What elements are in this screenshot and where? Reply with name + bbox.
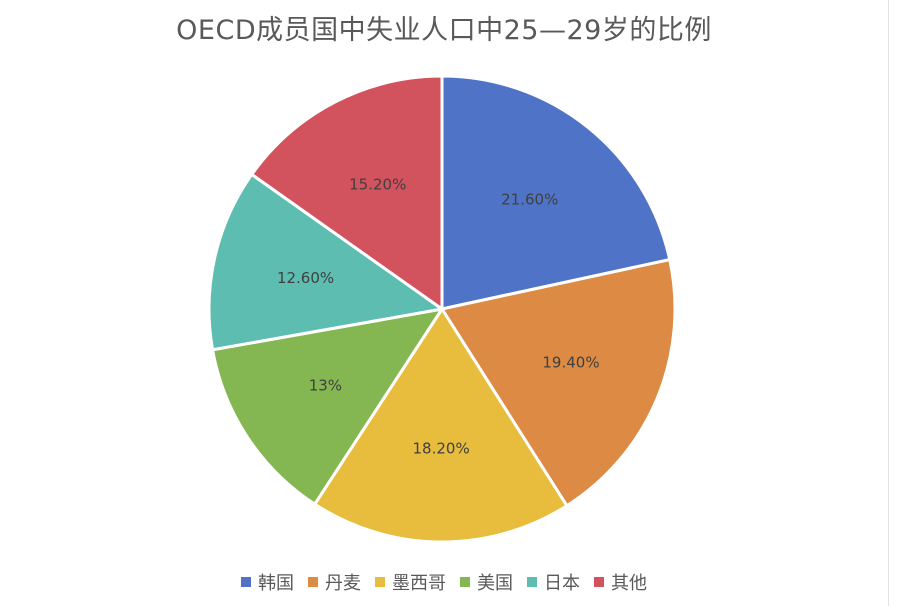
legend-swatch xyxy=(594,577,604,587)
legend-item-其他: 其他 xyxy=(594,569,647,595)
legend-item-墨西哥: 墨西哥 xyxy=(375,569,446,595)
legend-label: 美国 xyxy=(477,573,513,594)
legend-item-丹麦: 丹麦 xyxy=(308,569,361,595)
legend-label: 墨西哥 xyxy=(392,573,446,594)
pie-slice-丹麦 xyxy=(439,257,677,508)
legend-label: 其他 xyxy=(611,573,647,594)
chart-legend: 韩国 丹麦 墨西哥 美国 日本 其他 xyxy=(0,569,888,595)
data-label-其他: 15.20% xyxy=(349,175,406,193)
pie-slice-其他 xyxy=(249,74,444,312)
legend-swatch xyxy=(375,577,385,587)
pie-chart: 21.60% 19.40% 18.20% 13% 12.60% 15.20% xyxy=(207,74,677,544)
legend-item-日本: 日本 xyxy=(527,569,580,595)
frame-edge xyxy=(888,0,889,606)
pie-slice-日本 xyxy=(207,172,446,352)
data-label-美国: 13% xyxy=(309,377,342,395)
data-label-丹麦: 19.40% xyxy=(542,353,599,371)
legend-label: 丹麦 xyxy=(325,573,361,594)
pie-slice-美国 xyxy=(210,306,446,507)
pie-slice-韩国 xyxy=(440,74,672,311)
legend-swatch xyxy=(527,577,537,587)
legend-swatch xyxy=(308,577,318,587)
legend-item-韩国: 韩国 xyxy=(241,569,294,595)
legend-label: 日本 xyxy=(544,573,580,594)
pie-slice-墨西哥 xyxy=(312,306,569,544)
data-label-日本: 12.60% xyxy=(277,269,334,287)
legend-swatch xyxy=(241,577,251,587)
legend-label: 韩国 xyxy=(258,573,294,594)
legend-swatch xyxy=(460,577,470,587)
legend-item-美国: 美国 xyxy=(460,569,513,595)
data-label-韩国: 21.60% xyxy=(501,191,558,209)
data-label-墨西哥: 18.20% xyxy=(413,439,470,457)
chart-title: OECD成员国中失业人口中25—29岁的比例 xyxy=(176,15,712,46)
